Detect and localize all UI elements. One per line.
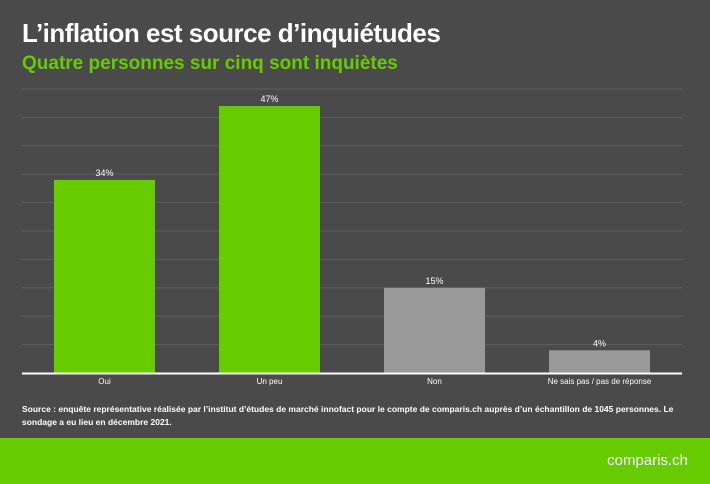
category-label: Oui xyxy=(98,377,111,386)
bar-chart: 34% Oui 47% Un peu 15% Non 4% Ne sais pas / pas… xyxy=(22,88,682,386)
chart-title: L’inflation est source d’inquiétudes xyxy=(22,18,441,48)
data-label: 15% xyxy=(425,276,443,286)
bar-2 xyxy=(384,287,485,373)
data-label: 47% xyxy=(260,94,278,104)
data-label: 34% xyxy=(95,168,113,178)
bar-1 xyxy=(219,106,320,373)
bar-3 xyxy=(549,350,650,373)
footer-bar: comparis.ch xyxy=(0,438,710,484)
comparis-logo: comparis.ch xyxy=(607,452,688,469)
source-note: Source : enquête représentative réalisée… xyxy=(22,404,674,427)
category-label: Un peu xyxy=(257,377,283,386)
category-label: Ne sais pas / pas de réponse xyxy=(548,377,652,386)
category-label: Non xyxy=(427,377,442,386)
data-label: 4% xyxy=(593,338,606,348)
chart-subtitle: Quatre personnes sur cinq sont inquiètes xyxy=(22,53,398,74)
bar-0 xyxy=(54,179,155,373)
